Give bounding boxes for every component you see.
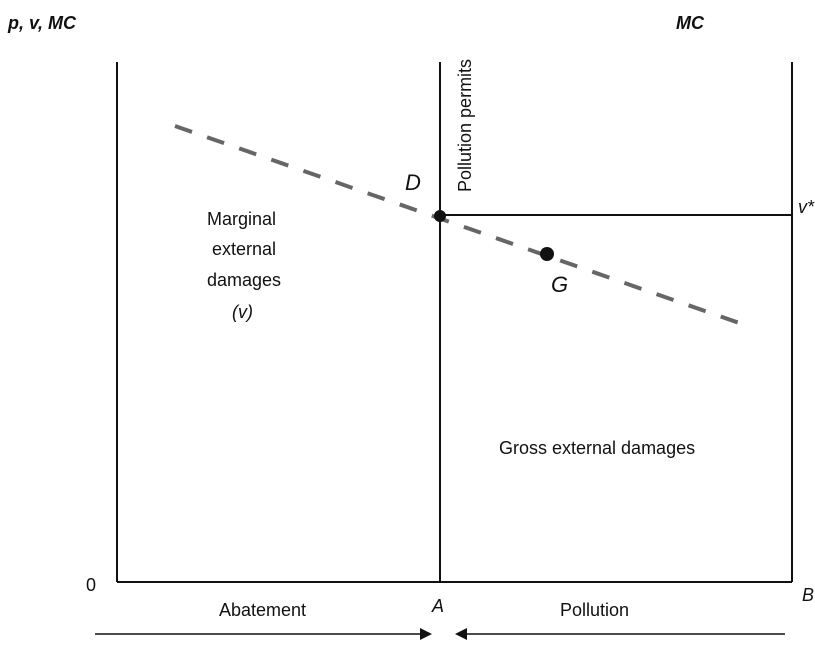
left-axis-label: p, v, MC	[8, 13, 77, 33]
abatement-arrowhead	[420, 628, 432, 640]
a-label: A	[432, 596, 445, 616]
marginal-damages-label-4: (v)	[232, 302, 253, 322]
marginal-damages-label-2: external	[212, 239, 277, 259]
point-d	[434, 210, 446, 222]
right-axis-label: MC	[676, 13, 704, 33]
origin-label: 0	[86, 575, 97, 595]
pollution-permits-label: Pollution permits	[455, 58, 475, 192]
point-g	[540, 247, 554, 261]
marginal-damages-label-1: Marginal	[207, 209, 277, 229]
pollution-label: Pollution	[560, 600, 630, 620]
gross-damages-label: Gross external damages	[499, 438, 696, 458]
point-g-label: G	[551, 272, 569, 297]
v-star-label: v*	[798, 197, 815, 217]
pollution-arrowhead	[455, 628, 467, 640]
abatement-label: Abatement	[219, 600, 307, 620]
b-label: B	[802, 585, 815, 605]
marginal-damages-label-3: damages	[207, 270, 282, 290]
point-d-label: D	[405, 170, 421, 195]
